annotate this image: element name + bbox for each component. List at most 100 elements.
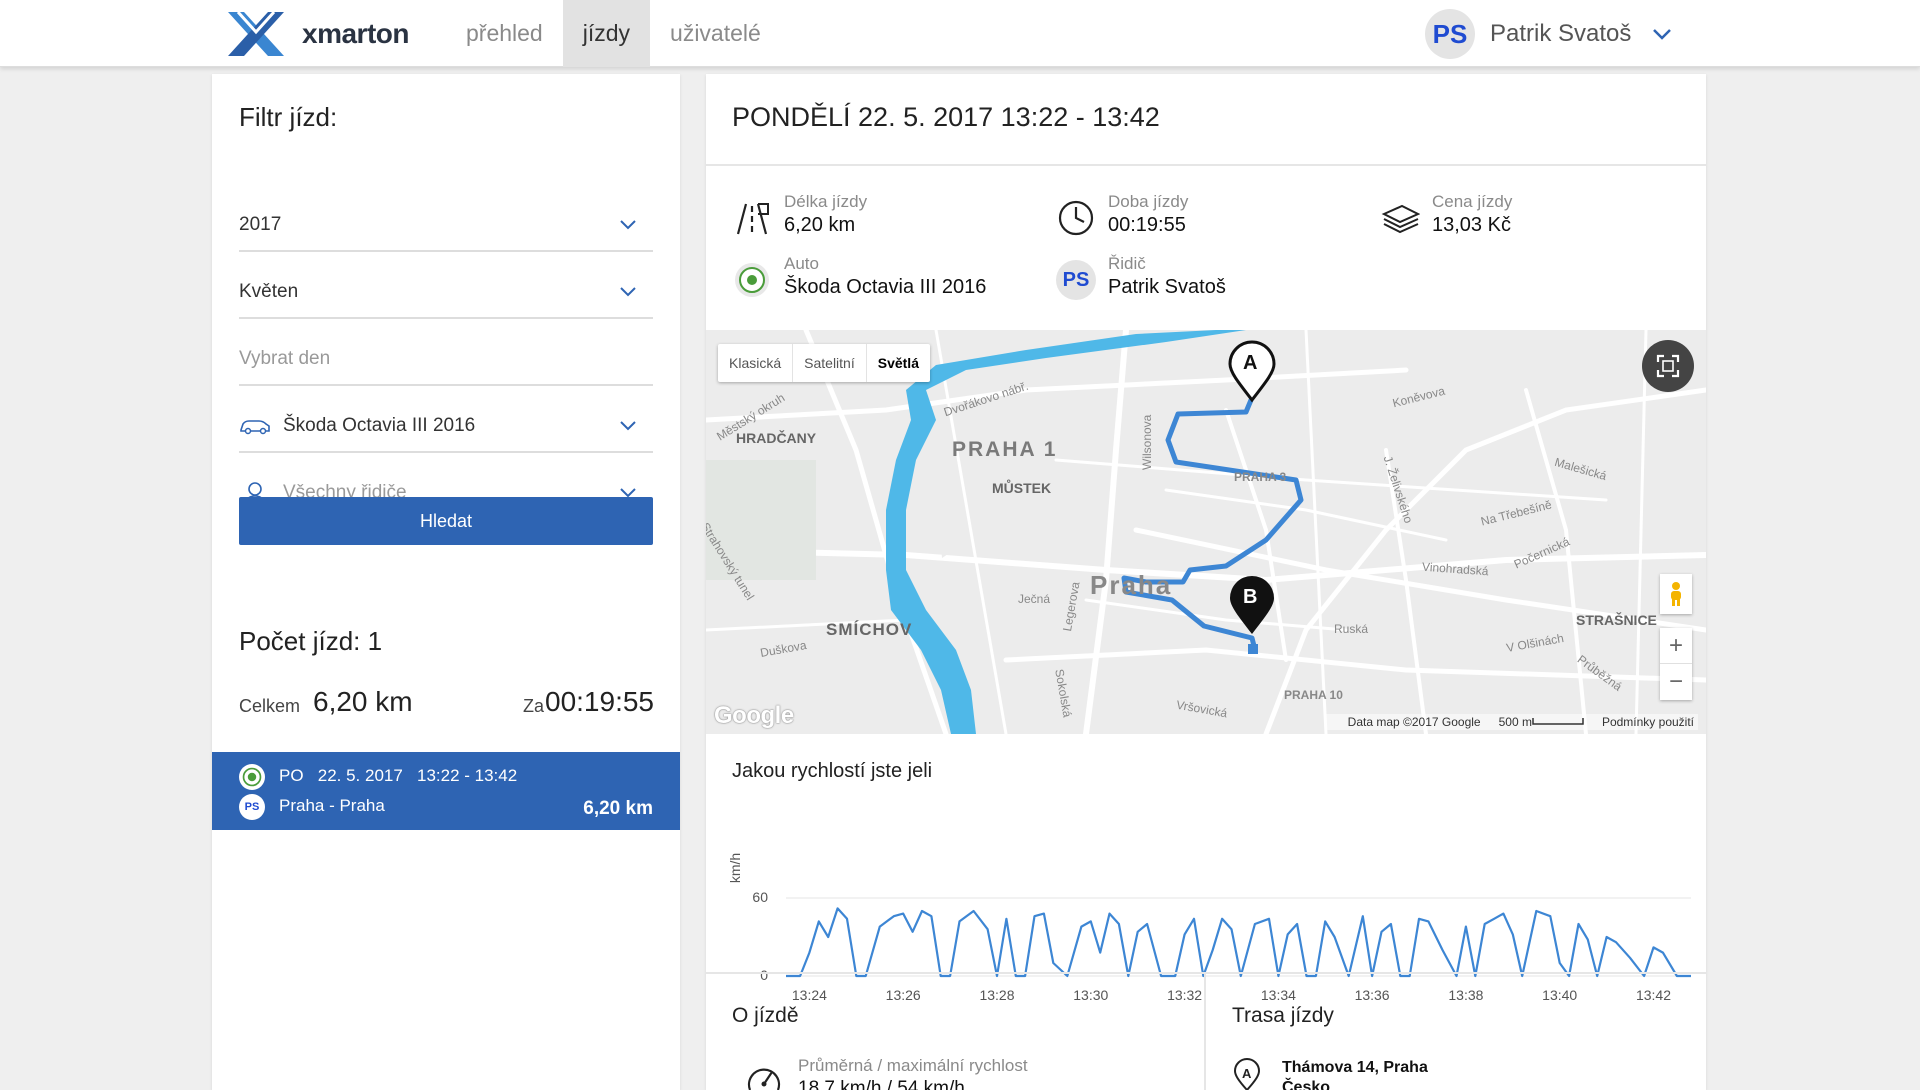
trip-datetime: PO 22. 5. 2017 13:22 - 13:42	[279, 766, 517, 786]
google-logo: Google	[714, 702, 794, 729]
speedometer-icon	[747, 1068, 781, 1090]
total-label: Celkem	[239, 696, 301, 716]
route-title: Trasa jízdy	[1232, 1004, 1334, 1027]
map-type-classic[interactable]: Klasická	[718, 344, 794, 382]
map-label: Praha	[1090, 570, 1173, 600]
clock-icon	[1058, 200, 1094, 236]
trip-list-item[interactable]: PO 22. 5. 2017 13:22 - 13:42 PS Praha - …	[212, 752, 680, 830]
x-tick-label: 13:24	[792, 987, 827, 1003]
nav-uzivatele[interactable]: uživatelé	[670, 20, 761, 46]
x-tick-label: 13:28	[979, 987, 1014, 1003]
map-terms-link[interactable]: Podmínky použití	[1601, 715, 1694, 729]
marker-a-label: A	[1243, 352, 1258, 374]
zoom-controls: + −	[1660, 628, 1692, 700]
trip-detail-panel: PONDĚLÍ 22. 5. 2017 13:22 - 13:42 Délka …	[706, 74, 1706, 1090]
nav-prehled[interactable]: přehled	[466, 20, 543, 46]
map-label: Ruská	[1334, 622, 1369, 636]
price-label: Cena jízdy	[1432, 192, 1513, 211]
stat-car: Auto Škoda Octavia III 2016	[732, 254, 1052, 306]
route-start: Thámova 14, Praha Česko	[1282, 1058, 1428, 1090]
duration-value: 00:19:55	[1108, 214, 1186, 236]
scale-bar-icon	[1532, 718, 1584, 725]
map-type-satellite[interactable]: Satelitní	[793, 344, 867, 382]
route-start-marker: A	[1242, 1066, 1252, 1081]
year-value: 2017	[239, 214, 282, 235]
map-label: MŮSTEK	[992, 480, 1052, 496]
filter-panel: Filtr jízd: 2017 Květen Vybrat den Škoda…	[212, 74, 680, 1090]
map-label: SMÍCHOV	[826, 620, 913, 639]
main-nav: přehled jízdy uživatelé	[446, 0, 781, 67]
trip-route: Praha - Praha	[279, 796, 385, 815]
map-label: PRAHA 3	[1234, 470, 1287, 484]
day-input[interactable]: Vybrat den	[239, 334, 653, 386]
route-section: Trasa jízdy A Thámova 14, Praha Česko	[1206, 972, 1706, 1090]
map-scale: 500 m	[1498, 715, 1532, 729]
x-tick-label: 13:34	[1261, 987, 1296, 1003]
trip-time: 13:22 - 13:42	[416, 766, 518, 785]
user-menu[interactable]: PS Patrik Svatoš	[1425, 9, 1673, 59]
user-name[interactable]: Patrik Svatoš	[1490, 20, 1632, 47]
map-label: Ječná	[1018, 592, 1051, 606]
app-logo[interactable]: xmarton	[224, 8, 409, 60]
xmarton-logo-icon	[228, 10, 284, 56]
fullscreen-button[interactable]	[1642, 340, 1694, 392]
marker-a-icon	[1228, 340, 1276, 403]
y-tick-label: 60	[752, 889, 768, 905]
price-value: 13,03 Kč	[1432, 214, 1511, 236]
divider	[706, 164, 1706, 166]
route-line	[1121, 397, 1304, 649]
stat-distance: Délka jízdy 6,20 km	[732, 192, 1032, 244]
avatar[interactable]: PS	[1425, 9, 1475, 59]
trip-distance: 6,20 km	[583, 798, 653, 819]
car-icon	[240, 420, 270, 435]
about-trip-section: O jízdě Průměrná / maximální rychlost 18…	[706, 972, 1206, 1090]
avg-max-speed-label: Průměrná / maximální rychlost	[798, 1056, 1028, 1075]
trip-date: 22. 5. 2017	[317, 766, 403, 785]
brand-name: xmarton	[302, 18, 409, 49]
month-select[interactable]: Květen	[239, 267, 653, 319]
chevron-down-icon	[620, 287, 636, 297]
speed-chart: km/h 60 0 13:24 13:26 13:28 13:30 13:32 13:34…	[727, 853, 1691, 1003]
map-type-light[interactable]: Světlá	[877, 355, 919, 371]
distance-value: 6,20 km	[784, 214, 856, 236]
car-label: Auto	[784, 254, 819, 273]
driver-value: Patrik Svatoš	[1108, 276, 1226, 298]
total-distance: 6,20 km	[313, 686, 413, 717]
marker-b-label: B	[1243, 586, 1258, 608]
search-button[interactable]: Hledat	[239, 497, 653, 545]
speed-chart-title: Jakou rychlostí jste jeli	[732, 760, 933, 782]
driver-avatar: PS	[1056, 260, 1096, 300]
skoda-logo-icon	[239, 764, 265, 790]
street-view-button[interactable]	[1660, 574, 1692, 614]
avg-max-speed-value: 18,7 km/h / 54 km/h	[798, 1078, 965, 1090]
y-tick-label: 0	[760, 967, 768, 983]
day-placeholder: Vybrat den	[239, 348, 331, 369]
x-tick-label: 13:32	[1167, 987, 1202, 1003]
time-label: Za	[523, 696, 545, 716]
year-select[interactable]: 2017	[239, 200, 653, 252]
stat-price: Cena jízdy 13,03 Kč	[1380, 192, 1680, 244]
speed-y-label: km/h	[727, 853, 743, 883]
map-attribution: Data map ©2017 Google 500 m Podmínky pou…	[1325, 714, 1698, 730]
map-label: PRAHA 1	[952, 438, 1058, 461]
money-stack-icon	[1381, 204, 1420, 234]
map-roads	[706, 330, 1706, 734]
map-label: PRAHA 10	[1284, 688, 1343, 702]
zoom-out-button[interactable]: −	[1668, 668, 1683, 695]
about-title: O jízdě	[732, 1004, 799, 1027]
top-bar: xmarton přehled jízdy uživatelé PS Patri…	[0, 0, 1920, 67]
stat-duration: Doba jízdy 00:19:55	[1056, 192, 1356, 244]
car-value: Škoda Octavia III 2016	[784, 276, 987, 298]
map-type-switcher: Klasická Satelitní Světlá	[718, 344, 930, 382]
chevron-down-icon[interactable]	[1651, 23, 1673, 45]
driver-label: Řidič	[1108, 254, 1146, 273]
zoom-in-button[interactable]: +	[1660, 628, 1692, 664]
car-select[interactable]: Škoda Octavia III 2016	[239, 401, 653, 453]
x-tick-label: 13:38	[1448, 987, 1483, 1003]
trip-day: PO	[279, 766, 304, 785]
duration-label: Doba jízdy	[1108, 192, 1189, 211]
route-map[interactable]: A B HRADČANY PRAHA 1 MŮSTEK Praha SMÍCHO…	[706, 330, 1706, 734]
x-tick-label: 13:40	[1542, 987, 1577, 1003]
road-icon	[736, 203, 769, 235]
nav-jizdy[interactable]: jízdy	[562, 0, 651, 67]
